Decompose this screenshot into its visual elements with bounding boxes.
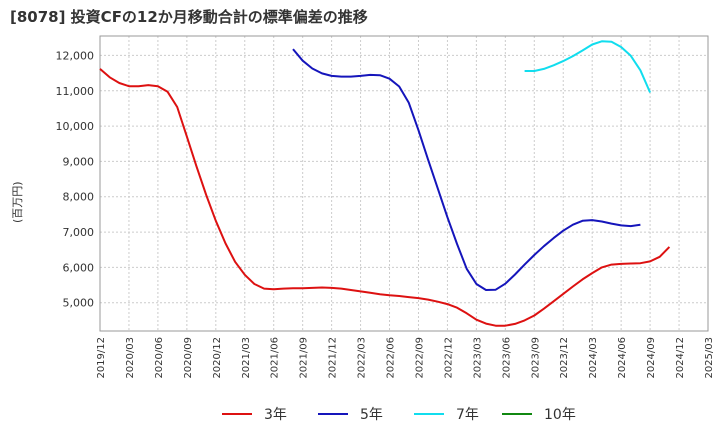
y-tick-label: 5,000 — [63, 297, 95, 310]
plot-area: 5,000 6,000 7,000 8,000 9,000 10,000 11,000 12,… — [56, 35, 715, 379]
plot-border — [99, 35, 709, 332]
x-tick-label: 2020/12 — [212, 337, 223, 379]
x-tick-label: 2021/06 — [270, 337, 281, 379]
y-tick-label: 12,000 — [56, 49, 95, 62]
grid-lines — [99, 36, 709, 331]
x-tick-label: 2024/06 — [617, 337, 628, 379]
x-tick-label: 2024/09 — [646, 337, 657, 379]
x-tick-label: 2024/12 — [675, 337, 686, 379]
legend-label-3年: 3年 — [264, 407, 287, 423]
y-tick-label: 9,000 — [63, 155, 95, 168]
x-tick-label: 2022/12 — [443, 337, 454, 379]
legend: 3年 5年 7年 10年 — [222, 407, 576, 423]
x-tick-label: 2023/06 — [501, 337, 512, 379]
x-tick-label: 2019/12 — [96, 337, 107, 379]
series-line-3年 — [99, 68, 671, 327]
series-line-5年 — [292, 48, 641, 291]
x-tick-label: 2020/03 — [125, 337, 136, 379]
x-tick-label: 2024/03 — [588, 337, 599, 379]
x-tick-label: 2021/03 — [241, 337, 252, 379]
x-tick-label: 2021/12 — [328, 337, 339, 379]
x-tick-label: 2022/09 — [414, 337, 425, 379]
legend-label-10年: 10年 — [544, 407, 576, 423]
x-tick-label: 2022/06 — [386, 337, 397, 379]
x-tick-label: 2025/03 — [704, 337, 715, 379]
plot-frame — [99, 35, 709, 332]
x-tick-label: 2023/03 — [472, 337, 483, 379]
x-tick-label: 2021/09 — [299, 337, 310, 379]
x-tick-label: 2023/09 — [530, 337, 541, 379]
series-line-7年 — [524, 40, 652, 93]
y-tick-labels: 5,000 6,000 7,000 8,000 9,000 10,000 11,000 12,… — [56, 49, 95, 309]
x-tick-label: 2023/12 — [559, 337, 570, 379]
y-tick-label: 10,000 — [56, 120, 95, 133]
x-tick-labels: 2019/12 2020/03 2020/06 2020/09 2020/12 2021/… — [96, 337, 715, 379]
y-tick-label: 8,000 — [63, 191, 95, 204]
y-tick-label: 11,000 — [56, 85, 95, 98]
x-tick-label: 2022/03 — [357, 337, 368, 379]
y-tick-label: 7,000 — [63, 226, 95, 239]
series-lines — [99, 40, 671, 327]
legend-label-7年: 7年 — [456, 407, 479, 423]
y-tick-label: 6,000 — [63, 261, 95, 274]
chart-title: [8078] 投資CFの12か月移動合計の標準偏差の推移 — [10, 8, 368, 26]
legend-label-5年: 5年 — [360, 407, 383, 423]
x-tick-label: 2020/06 — [154, 337, 165, 379]
x-tick-label: 2020/09 — [183, 337, 194, 379]
